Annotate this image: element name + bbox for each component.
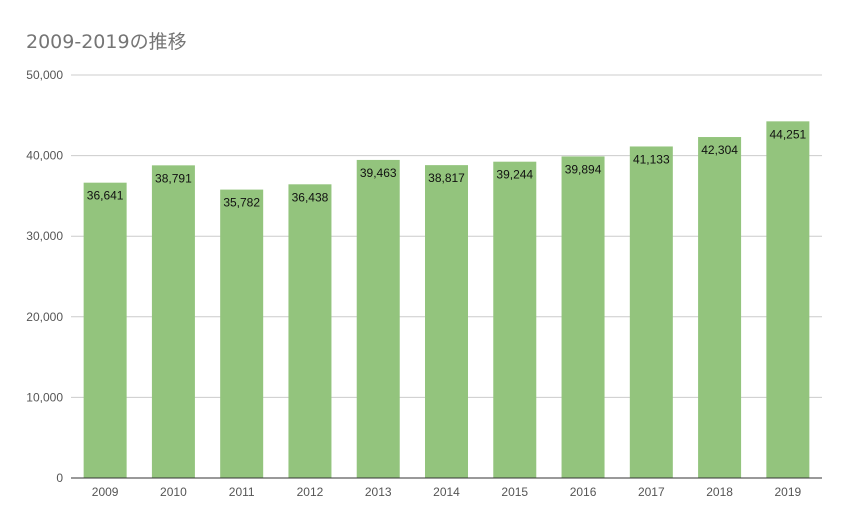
y-tick-label: 30,000 <box>26 229 63 243</box>
data-label: 42,304 <box>701 143 738 157</box>
y-tick-label: 50,000 <box>26 68 63 82</box>
bar <box>220 189 264 478</box>
chart-title: 2009-2019の推移 <box>26 31 187 53</box>
data-label: 39,244 <box>496 168 533 182</box>
data-label: 36,641 <box>87 189 124 203</box>
bar <box>561 156 605 479</box>
bar <box>766 121 810 478</box>
x-tick-label: 2012 <box>297 485 324 499</box>
x-tick-label: 2015 <box>501 485 528 499</box>
data-label: 41,133 <box>633 152 670 166</box>
data-label: 44,251 <box>770 127 807 141</box>
axes: 0 10,000 20,000 30,000 40,000 50,000 2009 2010 2… <box>26 68 822 499</box>
y-tick-label: 20,000 <box>26 310 63 324</box>
bar <box>356 159 400 478</box>
data-label: 36,438 <box>292 190 329 204</box>
bar <box>629 146 673 478</box>
y-tick-label: 0 <box>56 471 63 485</box>
x-tick-label: 2014 <box>433 485 460 499</box>
bar <box>83 182 127 479</box>
data-label: 38,791 <box>155 171 192 185</box>
bar <box>151 165 195 478</box>
x-tick-label: 2010 <box>160 485 187 499</box>
x-tick-label: 2016 <box>570 485 597 499</box>
x-tick-label: 2017 <box>638 485 665 499</box>
data-label: 35,782 <box>223 196 260 210</box>
bars <box>83 121 810 479</box>
y-tick-label: 10,000 <box>26 390 63 404</box>
data-labels: 36,641 38,791 35,782 36,438 39,463 38,817 39,2… <box>87 127 807 209</box>
x-tick-label: 2009 <box>92 485 119 499</box>
x-tick-label: 2013 <box>365 485 392 499</box>
data-label: 39,463 <box>360 166 397 180</box>
bar <box>425 165 468 478</box>
y-tick-label: 40,000 <box>26 149 63 163</box>
bar <box>698 137 742 478</box>
data-label: 38,817 <box>428 171 465 185</box>
x-tick-label: 2018 <box>706 485 733 499</box>
data-label: 39,894 <box>565 162 602 176</box>
bar <box>493 161 537 478</box>
bar <box>288 184 332 478</box>
x-tick-label: 2019 <box>775 485 802 499</box>
x-tick-label: 2011 <box>229 485 255 499</box>
